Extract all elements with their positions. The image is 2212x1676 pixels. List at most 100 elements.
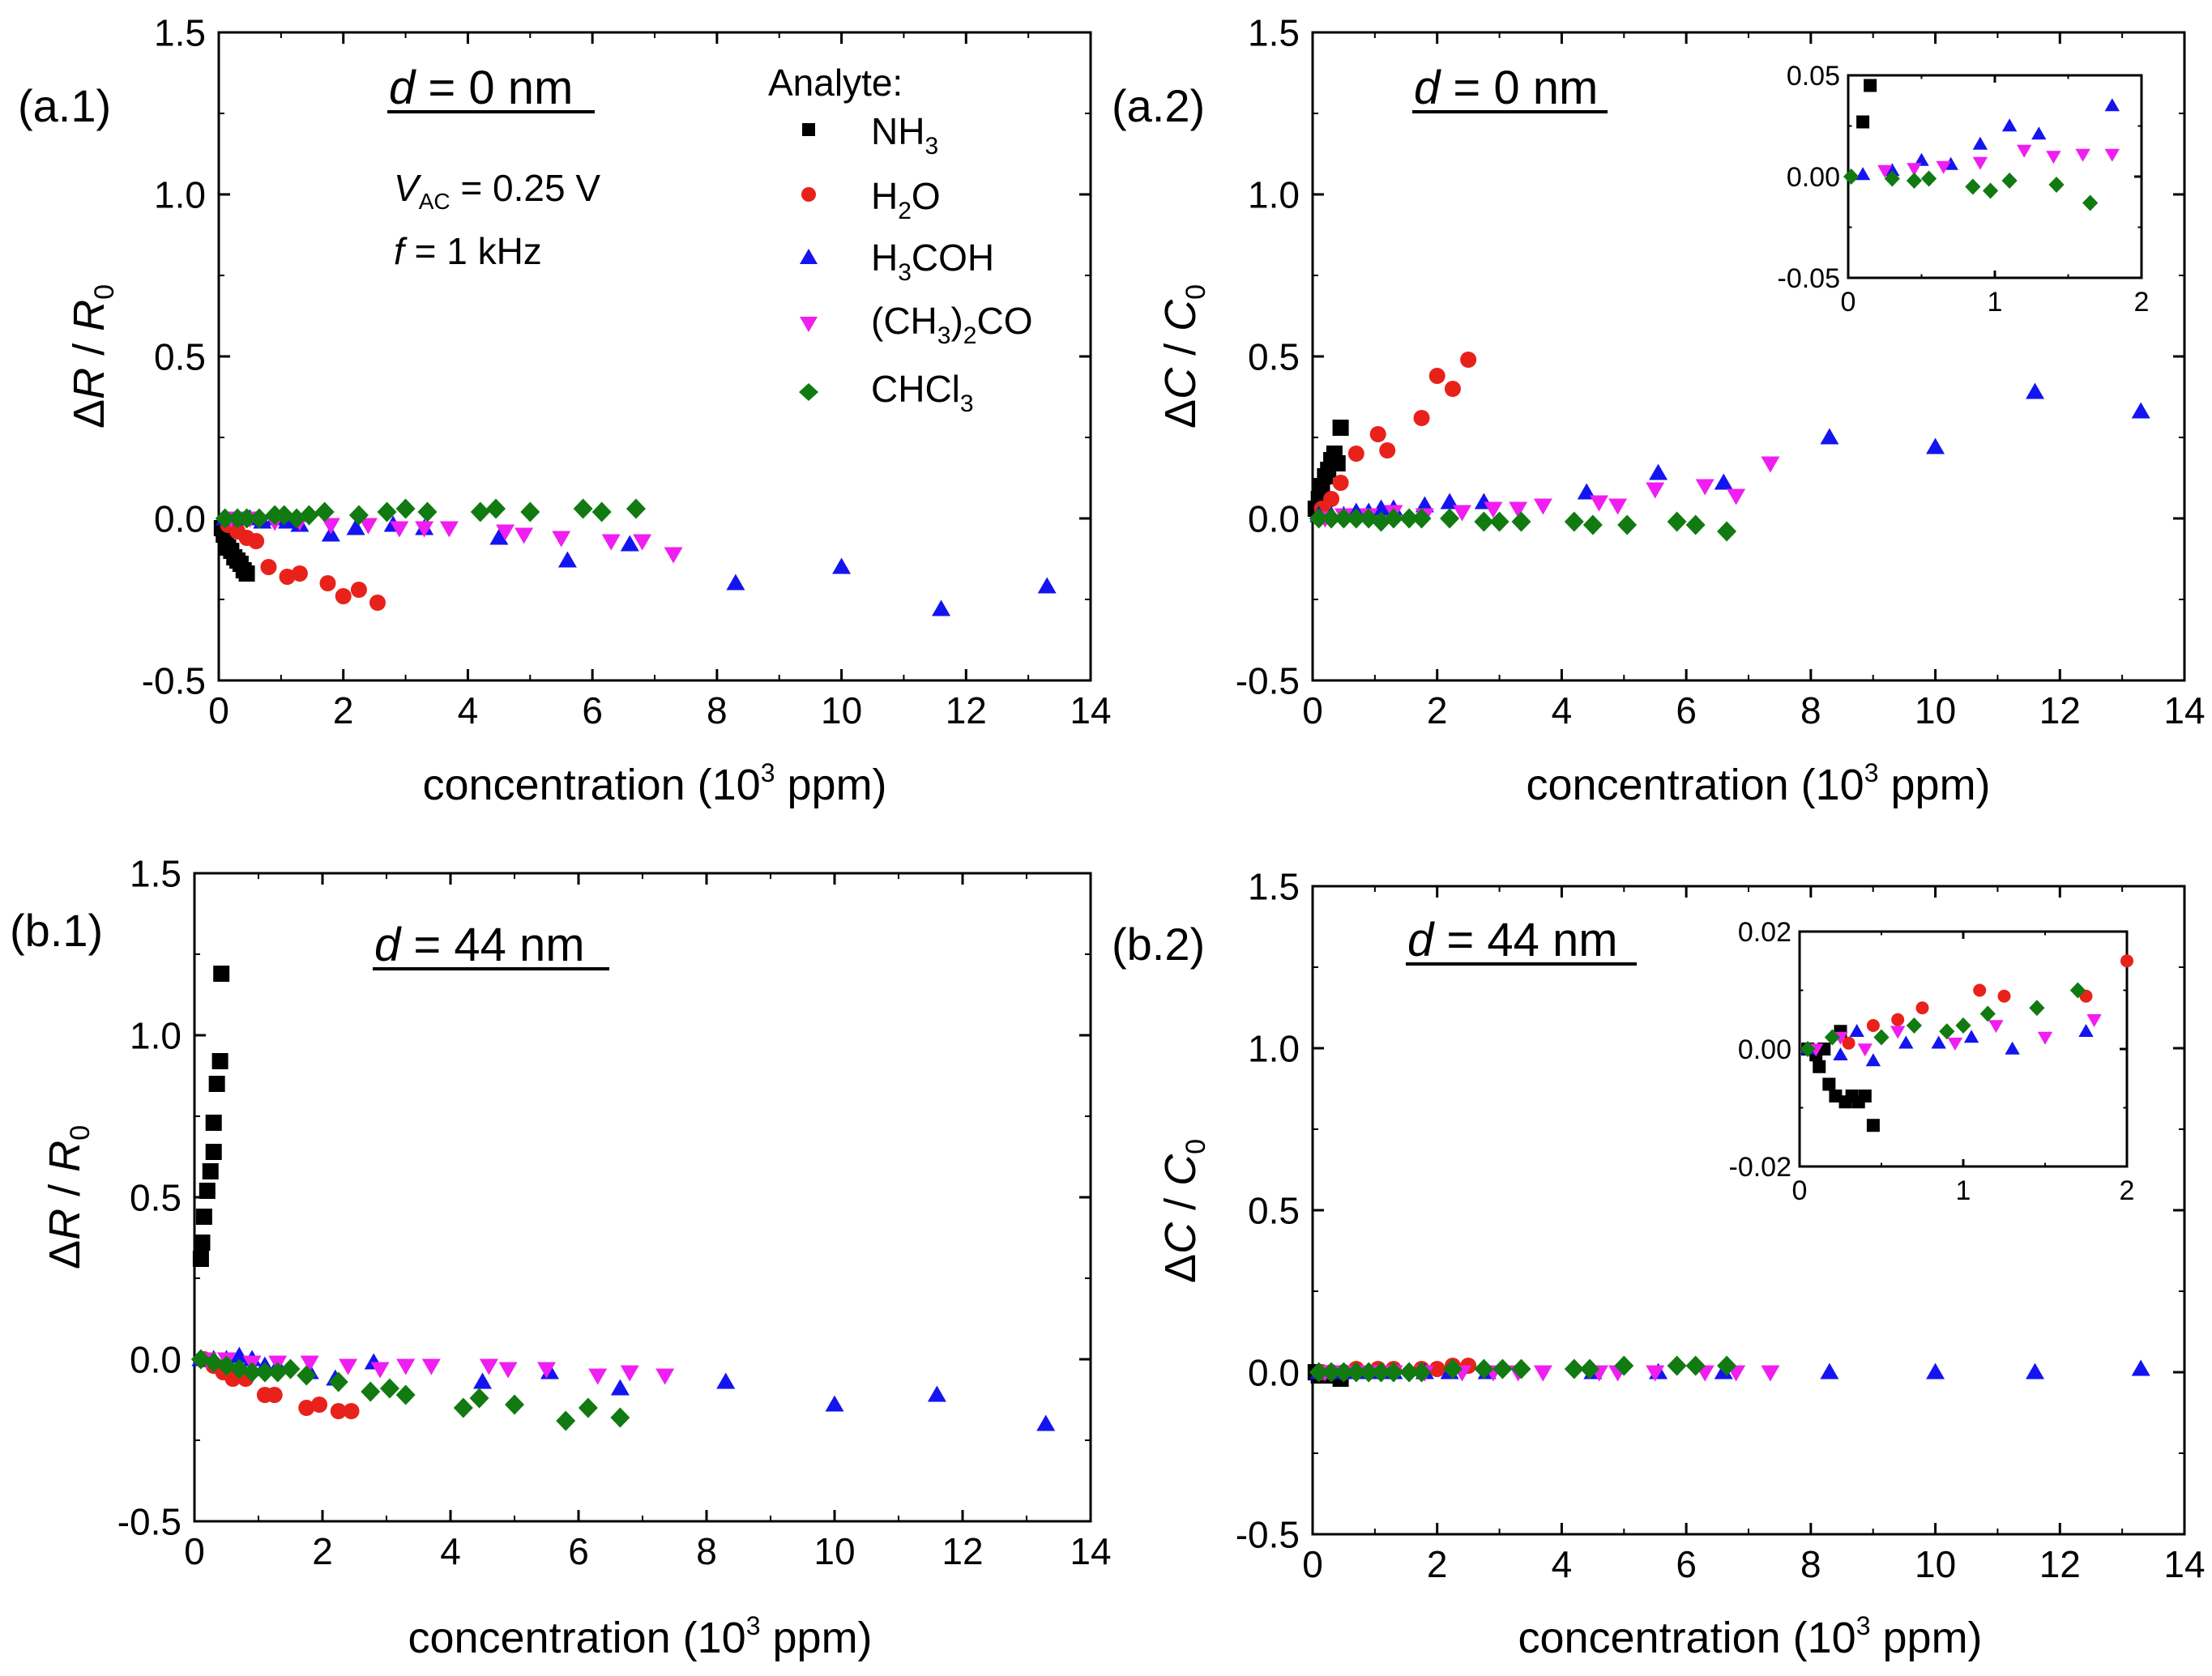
panel-label: (b.2)	[1112, 919, 1205, 970]
y-tick-label: 0.5	[1248, 336, 1300, 378]
data-point	[470, 501, 490, 522]
data-point	[300, 1355, 319, 1372]
data-point	[1474, 511, 1494, 532]
legend-label: (CH3)2CO	[871, 300, 1032, 349]
data-point	[620, 1365, 639, 1382]
data-point	[1460, 352, 1477, 368]
data-point	[1309, 1362, 1329, 1383]
data-point	[573, 498, 593, 519]
data-point	[421, 1358, 441, 1375]
y-axis-label: ΔR / R0	[41, 1125, 96, 1269]
y-tick-label: 0.0	[1248, 498, 1300, 540]
data-point	[2046, 151, 2061, 164]
data-point	[208, 1076, 225, 1092]
data-point	[314, 501, 335, 522]
data-point	[1820, 428, 1839, 445]
data-point	[299, 505, 319, 526]
data-point	[335, 588, 352, 604]
data-point	[1509, 501, 1528, 518]
thickness-label: d = 44 nm	[1407, 914, 1618, 966]
data-point	[1955, 1017, 1971, 1034]
data-point	[1667, 1355, 1687, 1376]
series-chcl3	[1843, 168, 2099, 211]
inset-x-tick-labels: 0 1 2	[1841, 75, 2149, 318]
y-tick-labels: -0.5 0.0 0.5 1.0 1.5	[142, 12, 1091, 702]
x-axis-label: concentration (103 ppm)	[1518, 1611, 1982, 1662]
data-point	[1323, 491, 1340, 507]
inset-y-tick-labels: -0.02 0.00 0.02	[1729, 917, 2127, 1183]
data-point	[1972, 136, 1988, 150]
data-point	[379, 1378, 399, 1399]
data-point	[1866, 1119, 1880, 1132]
legend-label: CHCl3	[871, 368, 974, 417]
series-ch32co	[1877, 144, 2120, 178]
data-point	[2005, 1041, 2020, 1055]
data-point	[1939, 1023, 1955, 1040]
data-point	[505, 1394, 524, 1415]
data-point	[588, 1368, 608, 1385]
data-point	[1614, 1355, 1634, 1376]
x-tick-label: 6	[1676, 1543, 1697, 1585]
series-chcl3	[190, 1349, 630, 1431]
circle-marker-icon	[801, 187, 816, 202]
data-point	[610, 1379, 630, 1396]
data-markers	[190, 966, 1056, 1431]
y-tick-label: 0.0	[154, 498, 206, 540]
data-point	[1383, 1362, 1403, 1383]
series-chcl3	[1309, 1355, 1737, 1383]
data-point	[242, 1362, 263, 1383]
data-point	[195, 1209, 212, 1225]
data-point	[1988, 1020, 2004, 1034]
series-nh3	[1801, 1025, 1880, 1132]
data-point	[1399, 1362, 1420, 1383]
data-point	[1965, 178, 1981, 195]
data-point	[202, 1163, 219, 1179]
data-point	[319, 575, 336, 591]
data-point	[633, 534, 652, 551]
data-point	[1484, 501, 1503, 518]
series-h3coh	[1855, 98, 2120, 181]
data-point	[1865, 1053, 1881, 1067]
data-point	[716, 1372, 736, 1389]
data-point	[1761, 1365, 1780, 1382]
data-point	[1685, 1355, 1706, 1376]
data-point	[1322, 508, 1342, 529]
data-point	[1714, 473, 1733, 490]
data-point	[1564, 1358, 1584, 1380]
inset-data-markers	[1800, 954, 2133, 1132]
panel-b1: -0.5 0.0 0.5 1.0 1.5 0 2 4 6 8 10 12 14 (b.1) d = 4…	[10, 853, 1112, 1662]
data-point	[469, 1388, 489, 1409]
y-tick-label: 0.0	[1248, 1352, 1300, 1394]
data-point	[1926, 437, 1945, 454]
y-axis-label: ΔC / C0	[1156, 284, 1211, 429]
data-point	[297, 1365, 317, 1386]
data-point	[1383, 508, 1403, 529]
data-point	[1617, 514, 1638, 535]
data-point	[2082, 194, 2099, 211]
data-point	[1334, 1362, 1354, 1383]
data-point	[339, 1358, 358, 1375]
x-tick-label: 14	[1070, 1530, 1111, 1572]
data-point	[1695, 479, 1715, 496]
freq-param: f = 1 kHz	[394, 230, 542, 272]
data-point	[415, 521, 434, 538]
data-point	[655, 1368, 675, 1385]
x-tick-label: 2	[2120, 1175, 2135, 1206]
x-tick-label: 8	[1800, 689, 1821, 731]
data-point	[2086, 1013, 2102, 1027]
y-axis-label: ΔR / R0	[65, 284, 120, 429]
x-tick-label: 10	[1915, 689, 1956, 731]
inset-a2: -0.05 0.00 0.05 0 1 2	[1778, 61, 2150, 318]
data-point	[343, 1403, 360, 1419]
data-point	[1309, 508, 1329, 529]
data-point	[620, 535, 639, 552]
data-point	[664, 547, 683, 564]
data-point	[1444, 381, 1461, 397]
panel-label: (a.1)	[18, 80, 111, 131]
panel-a2: -0.50.00.51.01.5 0 2 4 6 8 10 12 14 (a.2) d = 0…	[1112, 12, 2206, 809]
x-tick-labels: 0 2 4 6 8 10 12 14	[1302, 886, 2206, 1585]
y-tick-labels: -0.5 0.0 0.5 1.0 1.5	[1236, 866, 2184, 1556]
y-tick-labels: -0.5 0.0 0.5 1.0 1.5	[1236, 12, 2184, 702]
y-tick-label: 1.5	[130, 853, 181, 895]
data-point	[1849, 1024, 1864, 1038]
